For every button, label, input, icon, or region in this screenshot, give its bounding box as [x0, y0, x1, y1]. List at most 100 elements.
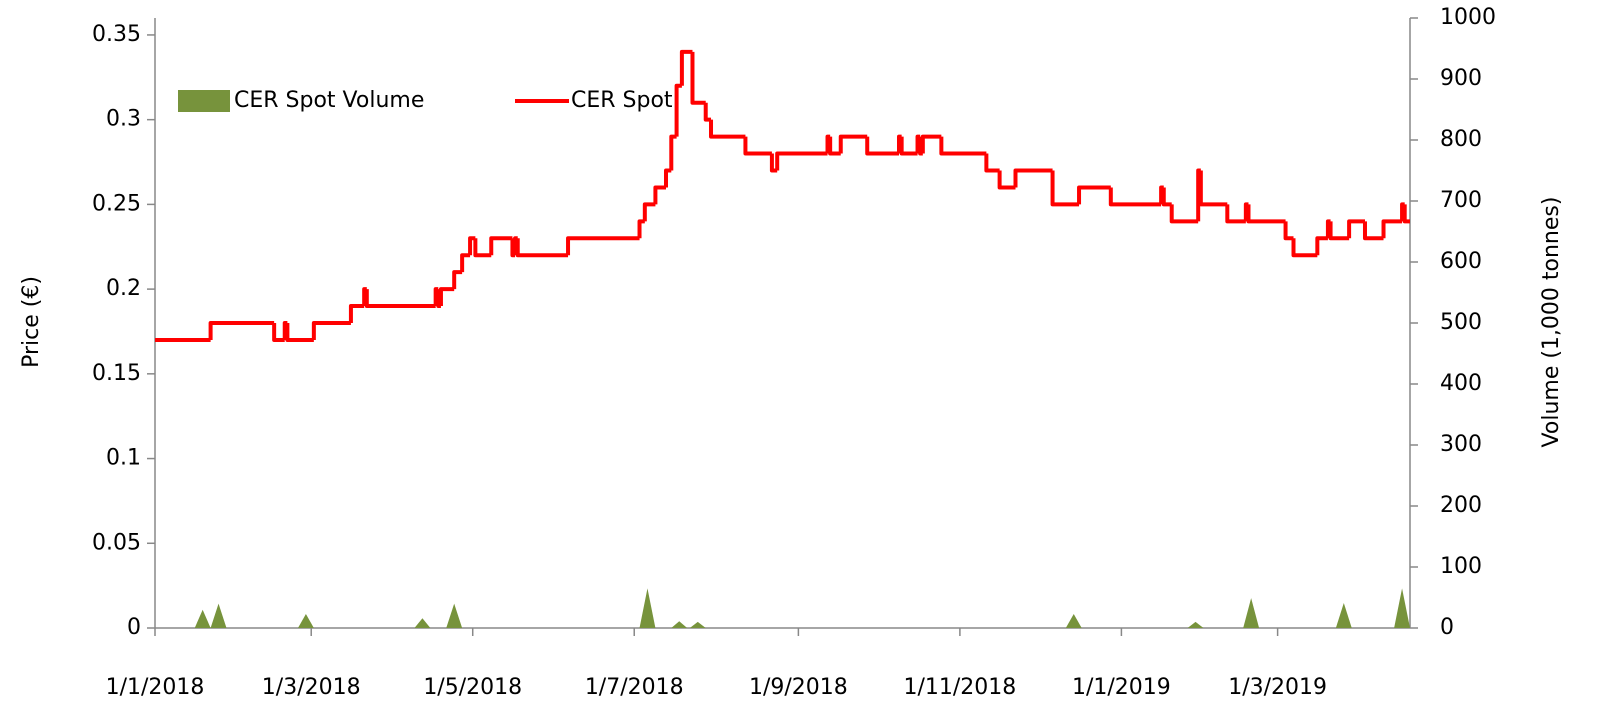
- y2-tick-label: 1000: [1440, 5, 1496, 30]
- price-line-segment: [1161, 187, 1172, 207]
- y-tick-label: 0.15: [92, 361, 141, 386]
- price-line-segment: [669, 134, 677, 171]
- legend-label: CER Spot Volume: [234, 88, 424, 113]
- volume-spike: [414, 618, 431, 628]
- price-line-segment: [1169, 204, 1199, 224]
- y2-tick-label: 700: [1440, 188, 1482, 213]
- volume-spike: [194, 609, 211, 628]
- price-line-segment: [208, 321, 275, 340]
- price-line-segment: [664, 168, 672, 188]
- price-line-segment: [1108, 187, 1162, 207]
- price-line-segment: [984, 153, 1000, 173]
- price-line-segment: [1402, 204, 1410, 224]
- price-line-segment: [775, 151, 828, 171]
- price-line-segment: [1381, 219, 1403, 239]
- y-axis-label: Price (€): [19, 276, 44, 368]
- price-line-segment: [838, 134, 868, 154]
- price-line-segment: [690, 51, 706, 105]
- price-line-segment: [433, 287, 439, 307]
- price-line-segment: [362, 287, 367, 307]
- price-line-segment: [438, 287, 455, 307]
- price-line-segment: [920, 134, 942, 154]
- y2-tick-label: 0: [1440, 615, 1454, 640]
- price-line-segment: [653, 185, 667, 205]
- y2-axis-label: Volume (1,000 tonnes): [1539, 197, 1564, 448]
- price-line-segment: [703, 102, 712, 122]
- price-line-segment: [348, 304, 365, 323]
- x-tick-label: 1/9/2018: [749, 675, 848, 700]
- y2-tick-label: 600: [1440, 249, 1482, 274]
- price-line-segment: [1077, 185, 1111, 205]
- volume-spike: [210, 603, 227, 628]
- price-line-segment: [1013, 168, 1053, 188]
- price-line-segment: [828, 136, 841, 156]
- volume-spike: [297, 613, 314, 628]
- x-tick-label: 1/1/2019: [1072, 675, 1171, 700]
- volume-spike: [1243, 598, 1260, 628]
- x-tick-label: 1/7/2018: [585, 675, 684, 700]
- price-line-segment: [1050, 170, 1080, 207]
- price-line-segment: [1362, 221, 1384, 241]
- price-line-segment: [642, 202, 656, 222]
- price-line-segment: [1328, 221, 1350, 241]
- price-line-segment: [865, 136, 899, 156]
- price-line-segment: [1291, 238, 1318, 258]
- x-tick-label: 1/3/2019: [1228, 675, 1327, 700]
- y-tick-label: 0.25: [92, 191, 141, 216]
- price-line-segment: [489, 236, 513, 256]
- price-line-segment: [997, 170, 1016, 190]
- price-line-segment: [709, 119, 746, 139]
- price-line-segment: [515, 238, 569, 258]
- x-tick-label: 1/5/2018: [423, 675, 522, 700]
- volume-spike: [689, 621, 706, 628]
- volume-spike: [639, 588, 656, 628]
- x-tick-label: 1/11/2018: [903, 675, 1016, 700]
- y-tick-label: 0.1: [106, 446, 141, 471]
- volume-spike: [1187, 621, 1204, 628]
- y2-tick-label: 300: [1440, 432, 1482, 457]
- legend-label: CER Spot: [571, 88, 673, 113]
- volume-spike: [671, 621, 688, 628]
- y-tick-label: 0.35: [92, 22, 141, 47]
- price-line-segment: [1283, 221, 1294, 241]
- price-line-segment: [899, 136, 918, 156]
- price-line-segment: [1325, 219, 1331, 239]
- y-tick-label: 0: [127, 615, 141, 640]
- price-line-segment: [825, 134, 831, 154]
- price-line-segment: [311, 321, 351, 340]
- price-line-segment: [896, 134, 902, 154]
- price-line-segment: [473, 238, 492, 258]
- price-line-segment: [915, 134, 921, 154]
- volume-spike: [1394, 588, 1410, 628]
- volume-spike: [1335, 602, 1352, 628]
- x-tick-label: 1/1/2018: [106, 675, 205, 700]
- volume-spike: [1065, 613, 1082, 628]
- price-line-segment: [743, 136, 772, 156]
- price-line-segment: [436, 289, 441, 309]
- x-tick-label: 1/3/2018: [262, 675, 361, 700]
- price-line-segment: [918, 136, 923, 156]
- price-line-segment: [285, 323, 314, 342]
- y2-tick-label: 200: [1440, 493, 1482, 518]
- legend-swatch: [178, 90, 230, 112]
- y2-tick-label: 500: [1440, 310, 1482, 335]
- price-line-segment: [566, 236, 640, 256]
- y-tick-label: 0.3: [106, 107, 141, 132]
- price-line-segment: [1159, 185, 1164, 205]
- y-tick-label: 0.2: [106, 276, 141, 301]
- price-line-segment: [674, 83, 682, 137]
- price-line-segment: [460, 253, 471, 273]
- y2-tick-label: 800: [1440, 127, 1482, 152]
- price-line-segment: [939, 136, 987, 156]
- volume-spike: [446, 603, 463, 628]
- price-line-segment: [364, 289, 436, 309]
- price-line-segment: [1347, 219, 1365, 239]
- price-line-segment: [452, 270, 463, 290]
- price-line-segment: [1225, 204, 1246, 224]
- price-line-segment: [272, 323, 285, 342]
- price-line-segment: [637, 219, 645, 239]
- y2-tick-label: 900: [1440, 66, 1482, 91]
- y2-tick-label: 400: [1440, 371, 1482, 396]
- price-line-segment: [1315, 236, 1328, 256]
- price-line-segment: [1246, 204, 1286, 224]
